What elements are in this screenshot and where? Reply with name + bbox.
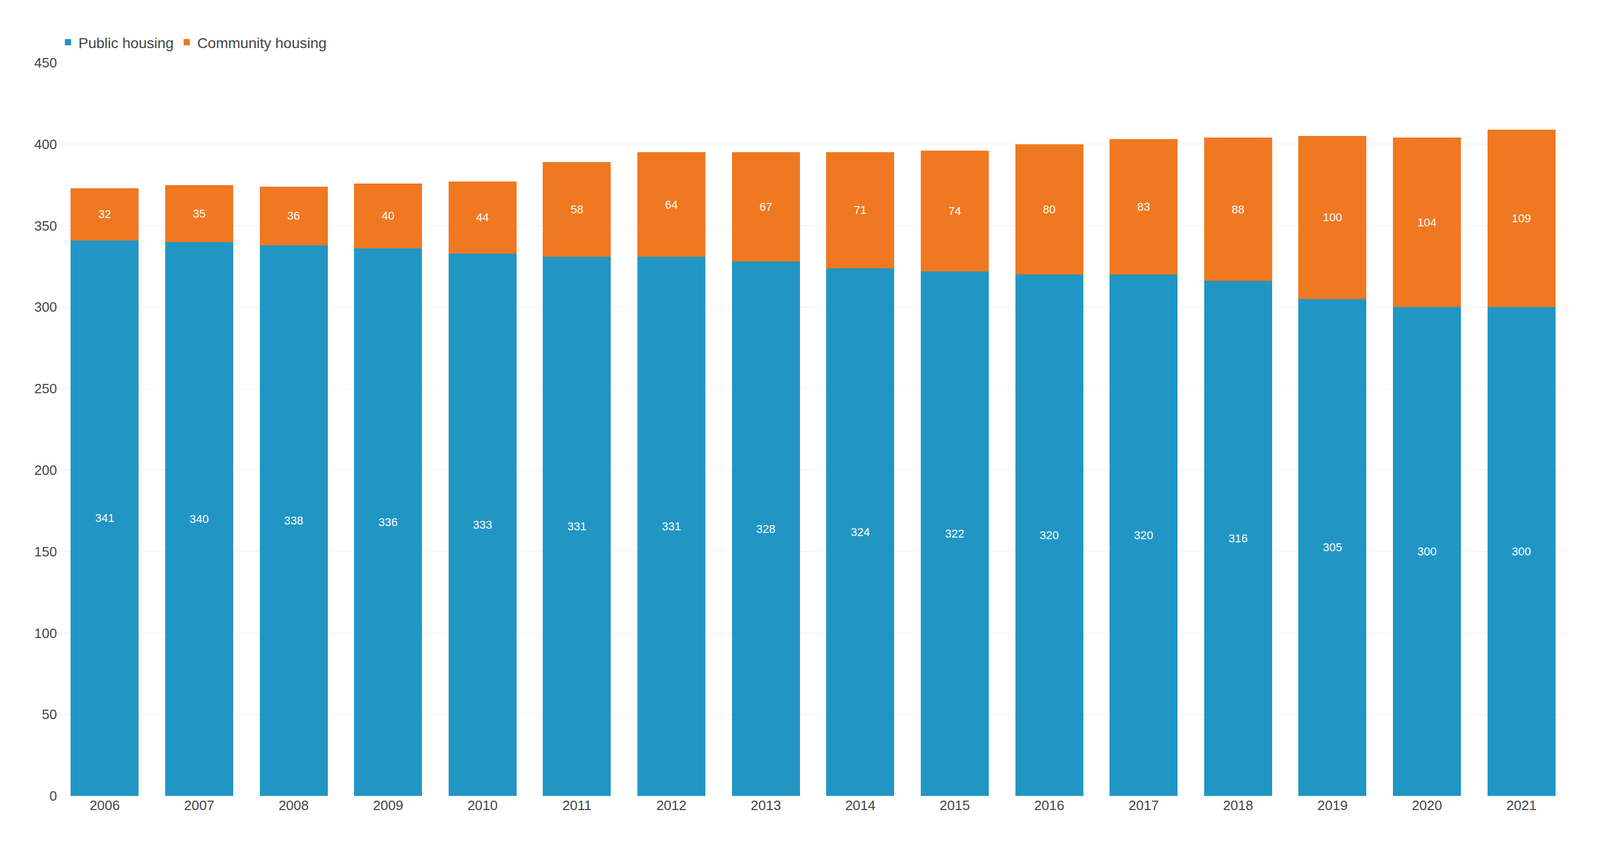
svg-text:341: 341 [95,511,115,525]
svg-text:331: 331 [567,519,587,533]
svg-text:71: 71 [853,203,867,217]
svg-text:44: 44 [476,210,489,224]
svg-text:32: 32 [98,207,111,221]
svg-text:2008: 2008 [278,797,310,814]
svg-text:50: 50 [41,706,57,723]
svg-text:300: 300 [1417,544,1437,558]
svg-text:2006: 2006 [89,797,120,814]
svg-text:0: 0 [49,787,57,804]
svg-text:40: 40 [381,209,395,223]
svg-text:2009: 2009 [372,797,404,814]
svg-text:36: 36 [287,209,300,223]
svg-text:2016: 2016 [1034,797,1065,814]
svg-text:338: 338 [283,513,304,528]
svg-text:88: 88 [1231,202,1245,216]
svg-text:109: 109 [1511,211,1531,225]
svg-text:322: 322 [945,527,965,541]
svg-text:67: 67 [759,200,772,214]
svg-text:100: 100 [1322,210,1343,224]
svg-text:83: 83 [1137,200,1150,214]
svg-text:2018: 2018 [1223,797,1254,814]
svg-text:58: 58 [570,202,584,216]
svg-text:320: 320 [1134,528,1154,542]
svg-text:74: 74 [948,204,962,218]
svg-text:2017: 2017 [1128,797,1159,814]
svg-text:2013: 2013 [750,797,782,814]
svg-text:104: 104 [1417,215,1437,230]
svg-text:2007: 2007 [184,797,215,814]
svg-text:324: 324 [850,525,871,539]
svg-text:320: 320 [1039,528,1059,542]
svg-text:2011: 2011 [562,797,592,814]
svg-text:300: 300 [1511,544,1531,558]
svg-text:350: 350 [34,218,57,234]
svg-text:2019: 2019 [1317,797,1348,814]
svg-text:305: 305 [1322,540,1343,554]
svg-text:2021: 2021 [1506,797,1537,814]
svg-text:336: 336 [378,515,398,529]
svg-text:328: 328 [756,522,776,536]
svg-text:Public housing: Public housing [78,35,174,52]
svg-text:2014: 2014 [844,797,876,814]
svg-text:35: 35 [192,207,206,221]
svg-text:340: 340 [189,512,210,526]
svg-text:Community housing: Community housing [197,35,327,52]
svg-text:2012: 2012 [656,797,687,814]
svg-text:2015: 2015 [939,797,970,814]
svg-text:200: 200 [34,462,57,478]
svg-text:2010: 2010 [467,797,498,814]
svg-text:80: 80 [1042,202,1056,216]
svg-text:333: 333 [472,518,493,532]
svg-text:2020: 2020 [1411,797,1443,814]
svg-text:64: 64 [665,198,678,212]
svg-text:300: 300 [34,299,57,315]
svg-text:331: 331 [661,519,682,533]
svg-text:150: 150 [34,543,57,560]
svg-text:316: 316 [1228,531,1248,545]
svg-text:250: 250 [34,380,57,397]
svg-text:450: 450 [34,54,57,71]
svg-text:400: 400 [34,136,57,153]
svg-text:100: 100 [34,625,57,642]
